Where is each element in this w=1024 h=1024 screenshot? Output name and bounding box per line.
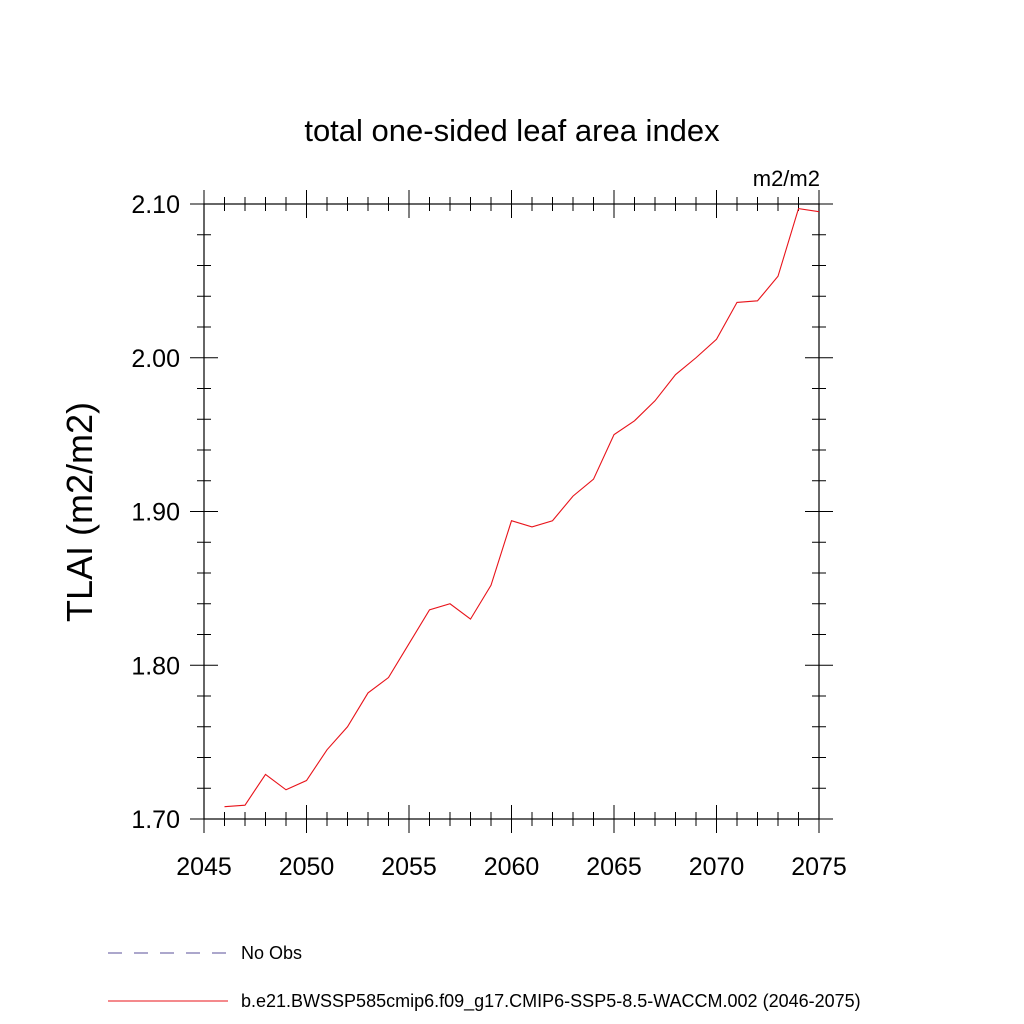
legend: No Obs b.e21.BWSSP585cmip6.f09_g17.CMIP6-… (108, 943, 861, 1012)
x-tick-label: 2055 (381, 853, 437, 881)
y-tick-label: 1.80 (131, 652, 180, 680)
x-tick-label: 2060 (484, 853, 540, 881)
y-tick-label: 1.90 (131, 499, 180, 527)
plot-frame (203, 203, 820, 820)
y-tick-label: 2.00 (131, 345, 180, 373)
units-label: m2/m2 (753, 166, 820, 191)
series-line (224, 207, 820, 808)
chart-title: total one-sided leaf area index (304, 113, 720, 148)
legend-entry-label: b.e21.BWSSP585cmip6.f09_g17.CMIP6-SSP5-8… (241, 991, 861, 1012)
x-tick-label: 2045 (176, 853, 232, 881)
x-tick-label: 2075 (791, 853, 847, 881)
legend-entry-label: No Obs (241, 943, 302, 963)
x-tick-label: 2070 (689, 853, 745, 881)
x-tick-label: 2065 (586, 853, 642, 881)
y-tick-label: 1.70 (131, 806, 180, 834)
series-layer (224, 207, 820, 808)
axis-ticks (190, 190, 833, 833)
y-axis-label: TLAI (m2/m2) (59, 402, 100, 622)
axis-tick-labels: 2045 2050 2055 2060 2065 2070 2075 1.70 1.80 1.90… (131, 191, 846, 881)
y-tick-label: 2.10 (131, 191, 180, 219)
x-tick-label: 2050 (279, 853, 335, 881)
